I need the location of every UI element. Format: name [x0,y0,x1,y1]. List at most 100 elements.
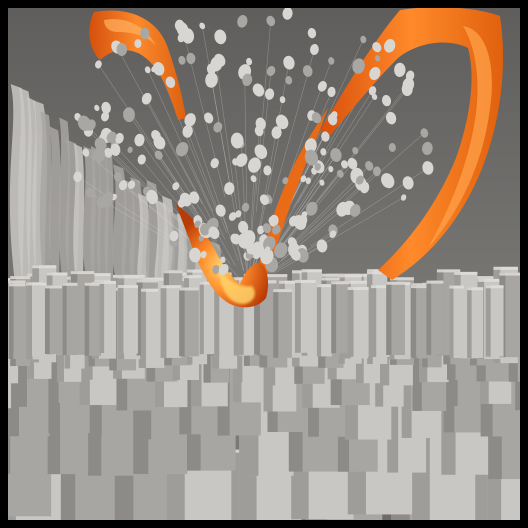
orange-arm-right-highlight [428,26,492,248]
pillar-shadow [273,289,279,358]
particle [328,57,335,65]
pillar-shadow [84,282,90,356]
pillar-top-edge [62,282,78,286]
particle [275,114,289,130]
orange-arm-left-highlight [104,19,156,46]
orange-arm-left [89,10,186,120]
particle [341,160,348,169]
particle [134,133,145,147]
particle [246,244,255,255]
particle [199,22,206,30]
particle-stem [244,71,248,213]
particle [113,171,122,182]
pillar-shadow [233,277,239,356]
particle [177,198,186,208]
pillar-shadow [44,285,50,354]
particle [101,111,110,122]
pillar-top-edge [371,285,390,289]
pillar-top-edge [499,272,520,276]
particle [271,126,282,139]
particle [134,39,142,48]
pillar-field [8,265,520,520]
pillar-shadow [449,285,454,358]
particle [144,66,151,74]
particle [235,210,242,218]
wall-ridge [104,152,114,285]
scene-canvas [8,8,520,520]
particle-stem [159,142,218,238]
particle [213,122,223,133]
particle [127,146,133,154]
particle-stem [201,25,233,197]
particle [95,60,102,69]
particle [169,230,179,242]
particle [232,233,240,242]
particle [153,62,165,76]
pillar-shadow [371,285,377,357]
pillar-top-edge [389,277,414,281]
particle [104,147,113,158]
pillar-block [44,285,63,354]
particle [320,148,327,156]
particle [248,157,261,173]
particle [262,223,272,234]
particle [141,92,152,105]
particle [400,194,407,201]
particle-stem [259,121,283,230]
pillar-block [485,285,504,357]
particle [266,15,276,27]
particle-stem [98,64,196,210]
left-wall-ridges [9,84,223,304]
pillar-shadow [401,336,412,438]
particle [110,143,121,156]
pillar-block [347,287,369,357]
pillar-top-edge [436,269,461,273]
particle [365,161,374,171]
pillar-block [331,281,349,354]
particle [352,58,365,74]
pillar-shadow [485,285,491,357]
pillar-block [386,281,405,356]
particle [272,224,281,235]
particle [420,128,429,138]
particle [368,86,377,96]
particle [257,225,265,235]
pillar-top-edge [347,287,369,291]
particle-stem [220,210,239,261]
orange-splash-glow [218,270,255,304]
particle [230,132,244,149]
particle [321,131,330,142]
particle [208,226,220,239]
particle [310,44,319,55]
particle [238,220,249,234]
pillar-top-edge [477,278,501,282]
particle [146,189,158,205]
particle [274,242,288,259]
pillar-top-edge [321,277,340,281]
particle [189,247,201,263]
particle [259,194,269,205]
particle [283,55,295,70]
particle [352,146,359,155]
particle [260,248,274,265]
particle [101,101,111,114]
pillar-top-edge [316,284,332,288]
pillar-block [179,287,199,357]
particle [394,62,406,77]
particle [293,215,307,230]
pillar-shadow [136,279,143,356]
particle [371,93,378,100]
particle [93,147,106,163]
pillar-block [99,280,116,354]
pillar-shadow [254,280,260,355]
particle [375,55,381,62]
pillar-top-edge [367,269,388,273]
pillar-shadow [412,317,422,411]
particle [174,19,185,33]
particle [422,161,434,175]
particle [305,201,318,216]
pillar-block [371,285,390,357]
particle [194,220,201,228]
pillar-shadow [367,271,373,356]
particle [282,177,289,185]
